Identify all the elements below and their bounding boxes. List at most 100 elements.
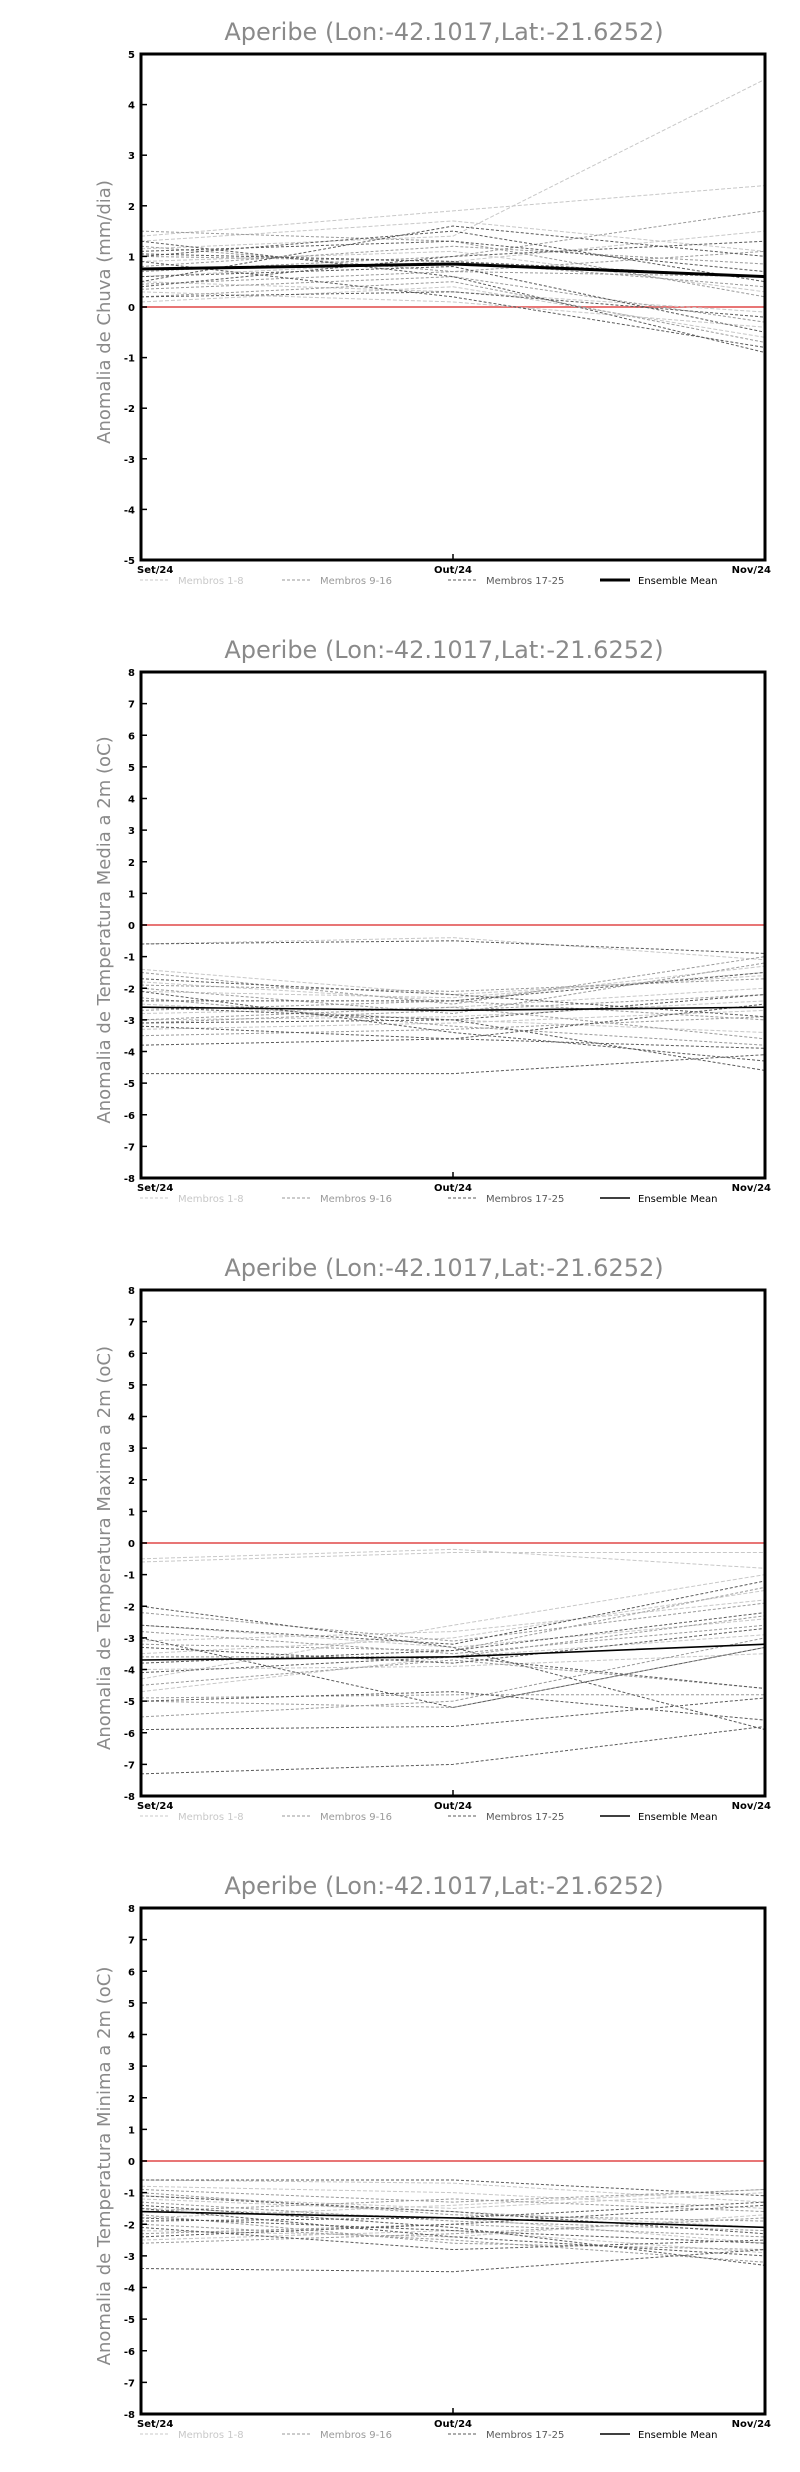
x-tick-label: Nov/24 bbox=[732, 565, 771, 576]
y-tick-label: -2 bbox=[124, 404, 135, 415]
y-tick-label: 5 bbox=[128, 763, 135, 774]
x-tick-label: Set/24 bbox=[137, 1801, 173, 1812]
series-line-membros-1-8-2 bbox=[140, 971, 766, 999]
series-line-membros-17-25-1 bbox=[140, 1725, 766, 1775]
y-tick-label: 2 bbox=[128, 2094, 135, 2105]
y-axis-label: Anomalia de Temperatura Maxima a 2m (oC) bbox=[94, 1346, 115, 1750]
y-tick-label: -1 bbox=[124, 354, 135, 365]
y-tick-label: -6 bbox=[124, 1111, 135, 1122]
series-line-membros-17-25-5 bbox=[140, 1038, 766, 1049]
y-tick-label: -4 bbox=[124, 1666, 135, 1677]
series-line-membros-17-25-3 bbox=[140, 240, 766, 354]
y-tick-label: -3 bbox=[124, 1634, 135, 1645]
x-tick-label: Set/24 bbox=[137, 565, 173, 576]
y-tick-label: -5 bbox=[124, 1697, 135, 1708]
y-tick-label: 3 bbox=[128, 1444, 135, 1455]
y-tick-label: -8 bbox=[124, 1792, 135, 1803]
series-line-membros-17-25-7 bbox=[140, 1580, 766, 1645]
series-line-membros-9-16-1 bbox=[140, 1586, 766, 1652]
legend-label-membros-9-16: Membros 9-16 bbox=[320, 576, 392, 587]
y-tick-label: -5 bbox=[124, 1079, 135, 1090]
series-line-membros-9-16-7 bbox=[140, 1637, 766, 1718]
series-line-membros-17-25-9 bbox=[140, 1612, 766, 1664]
x-tick-label: Nov/24 bbox=[732, 1801, 771, 1812]
series-line-membros-17-25-8 bbox=[140, 2195, 766, 2235]
series-line-membros-1-8-6 bbox=[140, 2185, 766, 2209]
y-tick-label: -3 bbox=[124, 2252, 135, 2263]
chart-svg-chuva: Aperibe (Lon:-42.1017,Lat:-21.6252) Anom… bbox=[94, 18, 771, 587]
y-tick-label: 1 bbox=[128, 252, 135, 263]
y-tick-label: 5 bbox=[128, 50, 135, 61]
series-line-membros-17-25-2 bbox=[140, 1697, 766, 1731]
y-tick-label: 7 bbox=[128, 1936, 135, 1947]
chart-svg-temp-maxima: Aperibe (Lon:-42.1017,Lat:-21.6252) Anom… bbox=[94, 1254, 771, 1823]
y-tick-label: 3 bbox=[128, 151, 135, 162]
series-line-membros-17-25-1 bbox=[140, 2249, 766, 2273]
chart-panel-temp-media: Aperibe (Lon:-42.1017,Lat:-21.6252) Anom… bbox=[0, 618, 800, 1236]
series-line-membros-9-16-3 bbox=[140, 281, 766, 343]
series-line-membros-1-8-5 bbox=[140, 250, 766, 293]
series-line-membros-9-16-1 bbox=[140, 245, 766, 278]
series-line-membros-17-25-1 bbox=[141, 1054, 766, 1075]
y-tick-label: -8 bbox=[124, 1174, 135, 1185]
series-line-membros-17-25-2 bbox=[141, 2179, 766, 2197]
chart-svg-temp-media: Aperibe (Lon:-42.1017,Lat:-21.6252) Anom… bbox=[94, 636, 771, 1205]
legend-label-membros-9-16: Membros 9-16 bbox=[320, 1812, 392, 1823]
y-tick-label: -3 bbox=[124, 455, 135, 466]
y-tick-label: 4 bbox=[128, 1413, 135, 1424]
y-tick-label: -5 bbox=[124, 2315, 135, 2326]
y-tick-label: -1 bbox=[124, 2189, 135, 2200]
y-tick-label: 6 bbox=[128, 1967, 135, 1978]
series-line-membros-1-8-6 bbox=[140, 1599, 766, 1642]
series-line-membros-9-16-2 bbox=[140, 997, 766, 1046]
series-line-membros-9-16-7 bbox=[140, 2192, 766, 2222]
x-tick-label: Set/24 bbox=[137, 1183, 173, 1194]
series-line-membros-17-25-9 bbox=[140, 1019, 766, 1071]
x-tick-label: Set/24 bbox=[137, 2419, 173, 2430]
series-line-membros-9-16-6 bbox=[140, 1602, 766, 1642]
legend-label-membros-17-25: Membros 17-25 bbox=[486, 2430, 564, 2441]
series-line-membros-9-16-2 bbox=[140, 210, 766, 273]
series-line-membros-1-8-1 bbox=[140, 78, 766, 250]
legend-label-membros-1-8: Membros 1-8 bbox=[178, 576, 244, 587]
chart-panel-temp-maxima: Aperibe (Lon:-42.1017,Lat:-21.6252) Anom… bbox=[0, 1236, 800, 1854]
legend-label-ensemble-mean: Ensemble Mean bbox=[638, 2430, 717, 2441]
series-line-ensemble-mean bbox=[140, 1643, 766, 1661]
series-line-membros-1-8-7 bbox=[140, 185, 766, 237]
y-tick-label: 4 bbox=[128, 795, 135, 806]
y-tick-label: -6 bbox=[124, 2347, 135, 2358]
x-tick-label: Out/24 bbox=[434, 1183, 472, 1194]
y-tick-label: 2 bbox=[128, 202, 135, 213]
y-tick-label: -3 bbox=[124, 1016, 135, 1027]
y-tick-label: 6 bbox=[128, 731, 135, 742]
y-tick-label: -2 bbox=[124, 984, 135, 995]
y-tick-label: -5 bbox=[124, 556, 135, 567]
series-line-membros-1-8-8 bbox=[140, 1653, 766, 1670]
y-tick-label: 0 bbox=[128, 303, 135, 314]
y-tick-label: 3 bbox=[128, 826, 135, 837]
series-line-membros-17-25-6 bbox=[140, 940, 766, 954]
y-tick-label: 0 bbox=[128, 921, 135, 932]
chart-title: Aperibe (Lon:-42.1017,Lat:-21.6252) bbox=[224, 1872, 663, 1900]
series-line-membros-9-16-8 bbox=[140, 1694, 765, 1699]
x-tick-label: Out/24 bbox=[434, 2419, 472, 2430]
y-tick-label: 7 bbox=[128, 1318, 135, 1329]
series-line-membros-1-8-2 bbox=[140, 230, 766, 278]
series-line-membros-9-16-8 bbox=[140, 2217, 766, 2244]
series-line-membros-1-8-1 bbox=[140, 937, 766, 961]
series-line-membros-1-8-7 bbox=[140, 965, 766, 1002]
y-tick-label: -4 bbox=[124, 505, 135, 516]
y-tick-label: 4 bbox=[128, 101, 135, 112]
series-line-membros-9-16-8 bbox=[140, 1006, 766, 1040]
chart-panel-temp-minima: Aperibe (Lon:-42.1017,Lat:-21.6252) Anom… bbox=[0, 1854, 800, 2472]
series-line-ensemble-mean bbox=[140, 262, 766, 279]
y-tick-label: 4 bbox=[128, 2031, 135, 2042]
series-line-membros-17-25-8 bbox=[140, 225, 766, 283]
y-tick-label: -2 bbox=[124, 1602, 135, 1613]
series-line-membros-17-25-8 bbox=[140, 978, 766, 1018]
y-tick-label: -1 bbox=[124, 1571, 135, 1582]
series-line-membros-17-25-1 bbox=[140, 240, 766, 273]
series-line-membros-17-25-3 bbox=[140, 2204, 766, 2266]
y-tick-label: 2 bbox=[128, 858, 135, 869]
legend-label-membros-1-8: Membros 1-8 bbox=[178, 2430, 244, 2441]
